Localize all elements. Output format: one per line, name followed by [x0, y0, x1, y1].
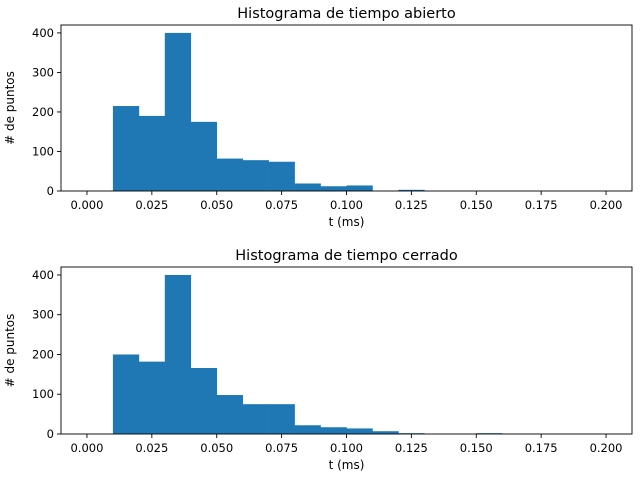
histogram-bar	[216, 158, 243, 191]
x-tick-label: 0.100	[330, 441, 363, 455]
x-tick-label: 0.050	[200, 198, 233, 212]
x-tick-label: 0.000	[70, 198, 103, 212]
histogram-bar	[372, 431, 399, 434]
histogram-bar	[268, 161, 295, 191]
histogram-bar	[398, 189, 425, 191]
x-tick-label: 0.050	[200, 441, 233, 455]
x-tick-label: 0.025	[135, 441, 168, 455]
histogram-bar	[242, 160, 269, 191]
y-tick-label: 0	[47, 427, 54, 441]
histogram-bar	[346, 428, 373, 434]
histogram-bar	[216, 395, 243, 434]
chart-title: Histograma de tiempo cerrado	[235, 248, 458, 264]
histogram-bar	[294, 183, 321, 191]
y-tick-label: 400	[32, 268, 54, 282]
x-tick-label: 0.175	[525, 198, 558, 212]
histogram-bar	[112, 106, 140, 191]
x-tick-label: 0.175	[525, 441, 558, 455]
y-tick-label: 200	[32, 347, 54, 361]
histogram-bar	[320, 427, 347, 434]
y-tick-label: 0	[47, 184, 54, 198]
chart-title: Histograma de tiempo abierto	[237, 6, 456, 22]
x-tick-label: 0.075	[265, 198, 298, 212]
histogram-bar	[242, 404, 269, 434]
y-tick-label: 300	[32, 308, 54, 322]
histogram-bar	[320, 186, 347, 191]
y-tick-label: 400	[32, 26, 54, 40]
y-tick-label: 100	[32, 387, 54, 401]
chart-panel-1: 0.000 0.025 0.050 0.075 0.100 0.125 0.150 0.175…	[3, 6, 633, 229]
histogram-bar	[268, 404, 295, 434]
histogram-bar	[190, 367, 218, 434]
histogram-bar	[164, 274, 192, 434]
y-axis-label: # de puntos	[3, 71, 17, 145]
x-tick-label: 0.150	[460, 441, 493, 455]
x-tick-label: 0.125	[395, 441, 428, 455]
x-tick-label: 0.100	[330, 198, 363, 212]
histogram-bar	[190, 121, 218, 191]
x-axis-label: t (ms)	[329, 458, 365, 472]
histogram-bar	[164, 32, 192, 192]
x-tick-label: 0.150	[460, 198, 493, 212]
x-tick-label: 0.200	[590, 441, 623, 455]
x-tick-label: 0.025	[135, 198, 168, 212]
x-tick-label: 0.125	[395, 198, 428, 212]
y-tick-label: 300	[32, 65, 54, 79]
x-axis-label: t (ms)	[329, 215, 365, 229]
chart-panel-2: 0.000 0.025 0.050 0.075 0.100 0.125 0.150 0.175…	[3, 248, 633, 472]
x-tick-label: 0.200	[590, 198, 623, 212]
y-tick-label: 100	[32, 144, 54, 158]
x-tick-label: 0.075	[265, 441, 298, 455]
histogram-bar	[112, 354, 140, 434]
y-tick-label: 200	[32, 105, 54, 119]
histogram-bar	[294, 425, 321, 434]
x-tick-label: 0.000	[70, 441, 103, 455]
histogram-bar	[346, 185, 373, 191]
y-axis-label: # de puntos	[3, 314, 17, 388]
histogram-bar	[138, 361, 166, 434]
histogram-bar	[138, 115, 166, 191]
